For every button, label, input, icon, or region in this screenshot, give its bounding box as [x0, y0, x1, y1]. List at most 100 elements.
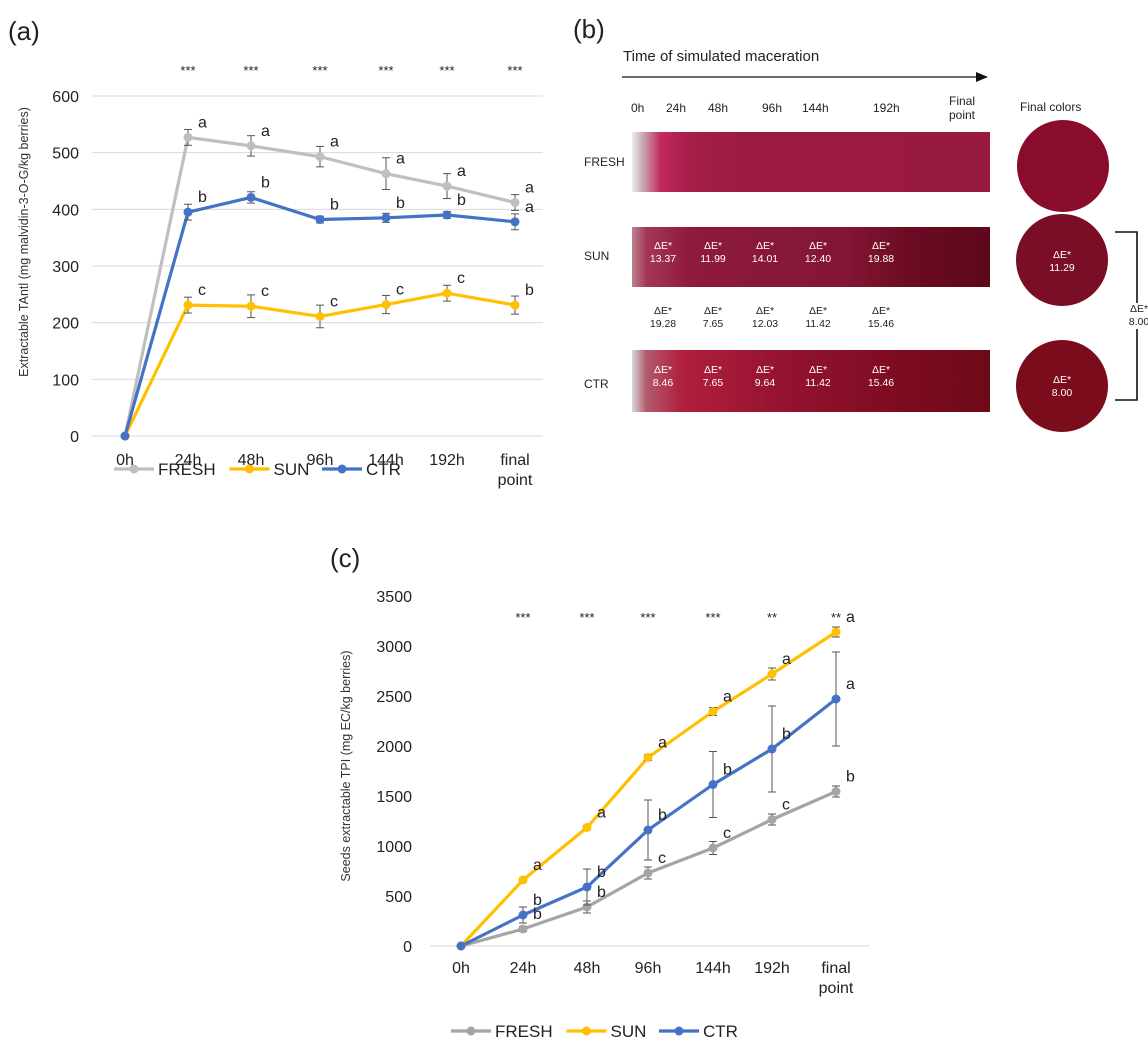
x-tick-label: 0h: [116, 452, 134, 469]
ctr-significance-letter: b: [330, 197, 339, 214]
fresh-significance-letter: a: [525, 180, 534, 197]
y-tick-label: 500: [385, 889, 412, 906]
hour-192h: 192h: [873, 101, 900, 115]
ctr-delta-e-value: ΔE* 15.46: [867, 364, 895, 389]
ctr-data-point: [708, 780, 718, 789]
ctr-data-point: [183, 207, 193, 217]
ctr-significance-letter: a: [525, 199, 534, 216]
significance-label: ***: [705, 610, 720, 625]
ctr-delta-e-value: ΔE* 9.64: [754, 364, 776, 389]
between-delta-e-value: ΔE* 12.03: [751, 305, 779, 330]
legend-marker-sun: [245, 464, 254, 474]
sun-data-point: [183, 300, 193, 310]
fresh-significance-letter: a: [261, 123, 270, 140]
x-tick-label: 24h: [510, 960, 537, 977]
x-tick-label: 96h: [307, 452, 334, 469]
panel-c-y-axis-label: Seeds extractable TPI (mg EC/kg berries): [339, 650, 353, 881]
fresh-data-point: [643, 868, 653, 878]
fresh-data-point: [831, 787, 841, 796]
significance-label: ***: [515, 610, 530, 625]
fresh-data-point: [315, 152, 325, 162]
between-delta-e-value: ΔE* 15.46: [867, 305, 895, 330]
row-label-ctr: CTR: [584, 377, 609, 391]
sun-delta-e-value: ΔE* 13.37: [649, 240, 677, 265]
sun-significance-letter: a: [597, 805, 606, 822]
sun-series-line: [459, 630, 837, 948]
fresh-significance-letter: c: [782, 797, 790, 814]
ctr-data-point: [456, 941, 466, 951]
y-tick-label: 2500: [376, 689, 412, 706]
ctr-data-point: [767, 744, 777, 754]
sun-significance-letter: b: [525, 282, 534, 299]
y-tick-label: 1500: [376, 789, 412, 806]
ctr-delta-e-value: ΔE* 8.46: [652, 364, 674, 389]
fresh-significance-letter: a: [198, 114, 207, 131]
legend-marker-ctr: [337, 464, 347, 474]
panel-c-label: (c): [330, 543, 360, 573]
x-tick-label: 192h: [429, 452, 465, 469]
sun-significance-letter: c: [457, 270, 465, 287]
ctr-data-point: [442, 210, 452, 220]
ctr-significance-letter: b: [723, 762, 732, 779]
fresh-final-color-circle: [1017, 120, 1109, 212]
fresh-data-point: [518, 924, 528, 934]
fresh-data-point: [510, 198, 520, 208]
sun-data-point: [518, 875, 528, 885]
x-tick-label: final: [500, 452, 529, 469]
fresh-significance-letter: c: [723, 825, 731, 842]
hour-24h: 24h: [666, 101, 687, 115]
fresh-significance-letter: b: [846, 769, 855, 786]
sun-data-point: [582, 823, 592, 832]
x-tick-label: 144h: [695, 960, 731, 977]
final-colors-label: Final colors: [1020, 100, 1082, 114]
y-tick-label: 500: [52, 146, 79, 163]
significance-label: **: [767, 610, 777, 625]
fresh-significance-letter: a: [396, 151, 405, 168]
panel-b-label: (b): [573, 14, 605, 44]
row-label-fresh: FRESH: [584, 155, 625, 169]
x-tick-label: 144h: [368, 452, 404, 469]
ctr-data-point: [643, 825, 653, 835]
y-tick-label: 0: [70, 429, 79, 446]
y-tick-label: 0: [403, 939, 412, 956]
x-tick-label: 192h: [754, 960, 790, 977]
sun-delta-e-value: ΔE* 19.88: [867, 240, 895, 265]
sun-data-point: [767, 669, 777, 679]
sun-data-point: [442, 288, 452, 298]
legend-marker-ctr: [674, 1026, 684, 1036]
ctr-data-point: [315, 215, 325, 225]
x-tick-label: 0h: [452, 960, 470, 977]
sun-significance-letter: c: [198, 282, 206, 299]
sun-significance-letter: a: [846, 609, 855, 626]
hour-0h: 0h: [631, 101, 645, 115]
between-delta-e-value: ΔE* 11.42: [805, 305, 831, 330]
fresh-data-point: [381, 169, 391, 179]
time-arrow: [622, 72, 988, 82]
fresh-significance-letter: c: [658, 850, 666, 867]
significance-label: ***: [180, 63, 195, 78]
hour-48h: 48h: [708, 101, 729, 115]
x-tick-label: final: [821, 960, 850, 977]
y-tick-label: 600: [52, 89, 79, 106]
legend-label-fresh: FRESH: [158, 460, 216, 479]
legend-label-sun: SUN: [274, 460, 310, 479]
final-point-label: Final point: [948, 94, 976, 122]
ctr-color-strip: [632, 350, 990, 412]
legend-label-ctr: CTR: [366, 460, 401, 479]
legend-marker-fresh: [466, 1026, 476, 1036]
fresh-significance-letter: a: [457, 163, 466, 180]
fresh-significance-letter: b: [533, 906, 542, 923]
fresh-data-point: [183, 132, 193, 142]
sun-significance-letter: a: [533, 857, 542, 874]
x-tick-label: 96h: [635, 960, 662, 977]
sun-data-point: [643, 753, 653, 762]
ctr-final-delta-e: ΔE* 8.00: [1051, 374, 1073, 399]
fresh-data-point: [708, 843, 718, 853]
ctr-significance-letter: a: [846, 676, 855, 693]
ctr-data-point: [518, 910, 528, 920]
ctr-significance-letter: b: [597, 864, 606, 881]
x-tick-label: 48h: [238, 452, 265, 469]
sun-color-strip: [632, 227, 990, 287]
legend-label-fresh: FRESH: [495, 1022, 553, 1041]
hour-144h: 144h: [802, 101, 829, 115]
